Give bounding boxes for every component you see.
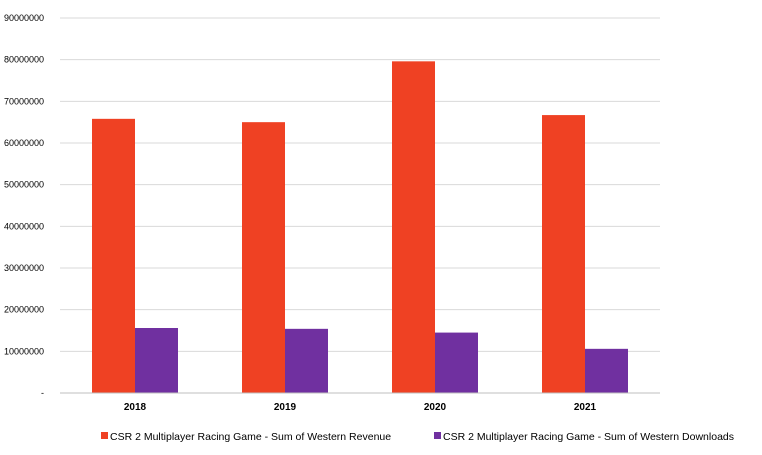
y-axis-tick-labels: - 10000000 20000000 30000000 40000000 5000000… [4,13,44,398]
x-tick-label: 2021 [574,402,597,413]
y-tick-label: 40000000 [4,221,44,231]
x-tick-label: 2018 [124,402,147,413]
bar-western-revenue-2018 [92,118,135,393]
bar-western-downloads-2019 [285,328,328,393]
y-tick-label: 70000000 [4,96,44,106]
legend-swatch [101,432,108,439]
bar-western-downloads-2021 [585,348,628,393]
x-tick-label: 2020 [424,402,447,413]
bar-western-revenue-2020 [392,61,435,393]
x-tick-label: 2019 [274,402,297,413]
y-tick-label: 60000000 [4,138,44,148]
y-tick-label: 80000000 [4,55,44,65]
bar-western-revenue-2019 [242,122,285,394]
y-tick-label: 30000000 [4,263,44,273]
bars [92,61,628,394]
y-tick-label: 10000000 [4,346,44,356]
legend-swatch [434,432,441,439]
y-tick-label: 90000000 [4,13,44,23]
y-tick-label: 50000000 [4,180,44,190]
x-axis-tick-labels: 2018 2019 2020 2021 [124,402,597,413]
y-tick-label: - [41,388,44,398]
legend: CSR 2 Multiplayer Racing Game - Sum of W… [101,431,734,443]
y-tick-label: 20000000 [4,305,44,315]
legend-label: CSR 2 Multiplayer Racing Game - Sum of W… [110,431,391,443]
legend-label: CSR 2 Multiplayer Racing Game - Sum of W… [443,431,734,443]
bar-western-downloads-2020 [435,332,478,393]
bar-western-downloads-2018 [135,328,178,393]
gridlines [60,17,660,352]
bar-western-revenue-2021 [542,115,585,393]
